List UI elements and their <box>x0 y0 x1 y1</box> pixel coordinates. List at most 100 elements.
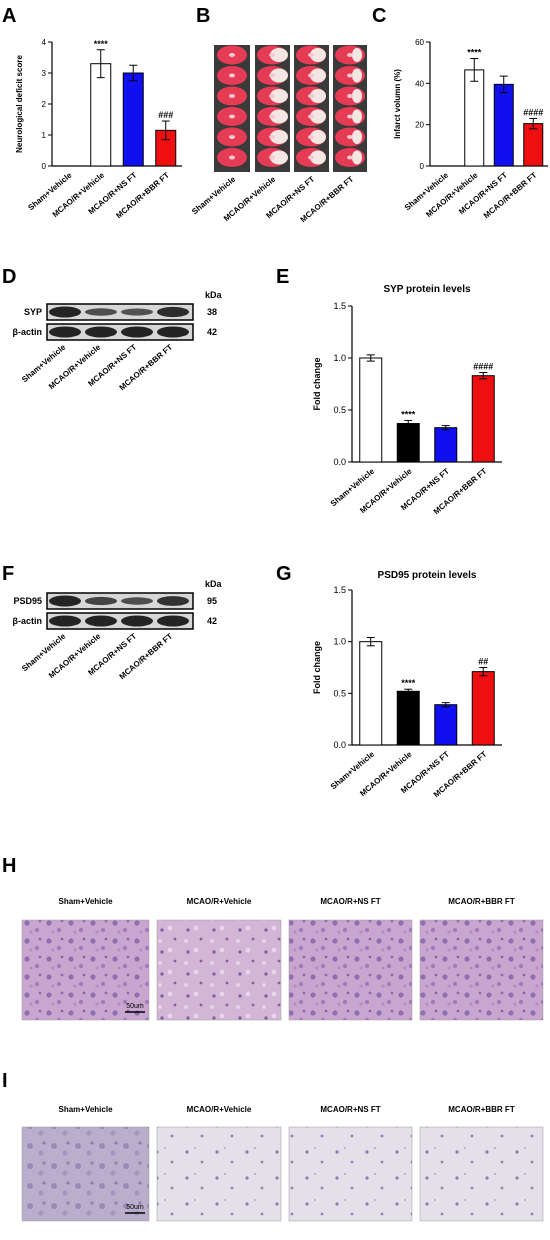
protein-band <box>49 595 81 607</box>
kda-value: 42 <box>207 327 217 337</box>
ventricle <box>347 94 353 98</box>
y-axis-label: Infarct volumn (%) <box>393 69 402 139</box>
histology-title: Sham+Vehicle <box>58 1105 113 1114</box>
kda-value: 38 <box>207 307 217 317</box>
panel-label-b: B <box>196 5 210 27</box>
y-tick-label: 20 <box>415 121 424 130</box>
kda-value: 95 <box>207 596 217 606</box>
panel-label-a: A <box>2 5 16 27</box>
protein-band <box>157 306 189 318</box>
nissl-staining-panels: Sham+Vehicle MCAO/R+Vehicle MCAO/R+NS FT MC… <box>21 1105 544 1222</box>
significance-mark: #### <box>473 362 493 372</box>
histology-title: MCAO/R+Vehicle <box>187 897 252 906</box>
infarct-area <box>270 150 288 165</box>
kda-value: 42 <box>207 616 217 626</box>
significance-mark: ## <box>478 657 488 667</box>
significance-mark: ### <box>158 110 173 120</box>
infarct-area <box>270 48 288 62</box>
ventricle <box>229 135 235 139</box>
ventricle <box>269 73 275 78</box>
bar <box>493 83 514 167</box>
y-tick-label: 4 <box>42 38 47 47</box>
ventricle <box>347 73 353 78</box>
ventricle <box>347 53 353 57</box>
significance-mark: **** <box>401 409 416 419</box>
y-tick-label: 1.0 <box>333 353 346 363</box>
ventricle <box>229 155 235 160</box>
infarct-area <box>352 109 362 124</box>
ventricle <box>347 114 353 119</box>
significance-mark: **** <box>94 39 109 49</box>
ventricle <box>347 155 353 160</box>
y-tick-label: 0 <box>42 162 47 171</box>
kda-header: kDa <box>205 579 223 589</box>
histology-image <box>419 1126 544 1222</box>
histology-title: MCAO/R+Vehicle <box>187 1105 252 1114</box>
histology-image <box>288 1126 413 1222</box>
ventricle <box>308 114 314 119</box>
blot-strip <box>46 303 194 321</box>
scale-bar-label: 50um <box>126 1003 144 1010</box>
ventricle <box>269 53 275 57</box>
infarct-area <box>310 130 326 144</box>
chart-title: SYP protein levels <box>383 284 471 295</box>
infarct-area <box>310 48 326 62</box>
protein-band <box>49 306 81 318</box>
histology-image <box>419 919 544 1021</box>
ventricle <box>229 53 235 57</box>
ventricle <box>229 73 235 78</box>
y-axis-label: Fold change <box>312 357 322 410</box>
x-tick-label: MCAO/R+Vehicle <box>424 170 480 219</box>
histology-image <box>156 919 282 1021</box>
infarct-area <box>352 68 362 83</box>
bar <box>434 427 458 463</box>
ventricle <box>269 135 275 139</box>
protein-band <box>85 326 117 338</box>
infarct-area <box>352 48 362 62</box>
histology-title: MCAO/R+BBR FT <box>448 1105 515 1114</box>
y-tick-label: 3 <box>42 69 47 78</box>
protein-band <box>85 615 117 627</box>
ventricle <box>308 94 314 98</box>
x-tick-label: MCAO/R+BBR FT <box>482 171 539 221</box>
histology-title: MCAO/R+BBR FT <box>448 897 515 906</box>
ventricle <box>229 94 235 98</box>
infarct-area <box>270 109 288 124</box>
histology-title: MCAO/R+NS FT <box>320 897 380 906</box>
chart-title: PSD95 protein levels <box>378 570 477 581</box>
y-tick-label: 2 <box>42 100 47 109</box>
bar <box>122 72 144 167</box>
histology-image <box>21 1126 150 1222</box>
protein-band <box>157 615 189 627</box>
y-tick-label: 0.0 <box>333 740 346 750</box>
protein-band <box>49 326 81 338</box>
panel-label-f: F <box>2 563 14 585</box>
infarct-area <box>310 109 326 124</box>
ventricle <box>269 114 275 119</box>
bar <box>359 641 383 746</box>
protein-band <box>85 308 117 316</box>
protein-band <box>121 308 153 316</box>
y-tick-label: 1 <box>42 131 47 140</box>
chart-syp-levels: SYP protein levels 0.0 0.5 1.0 1.5 Fold chang… <box>312 284 502 516</box>
y-tick-label: 1.5 <box>333 585 346 595</box>
protein-label: β-actin <box>13 616 43 626</box>
protein-band <box>121 615 153 627</box>
significance-mark: #### <box>523 107 543 117</box>
protein-band <box>121 326 153 338</box>
y-tick-label: 1.0 <box>333 637 346 647</box>
y-tick-label: 0.0 <box>333 457 346 467</box>
bar <box>471 375 495 463</box>
infarct-area <box>352 89 362 103</box>
histology-title: Sham+Vehicle <box>58 897 113 906</box>
protein-band <box>85 596 117 606</box>
histology-image <box>21 919 150 1021</box>
infarct-area <box>270 68 288 83</box>
panel-label-g: G <box>276 563 292 585</box>
protein-band <box>49 615 81 627</box>
panel-label-h: H <box>2 855 16 877</box>
infarct-area <box>352 150 362 165</box>
